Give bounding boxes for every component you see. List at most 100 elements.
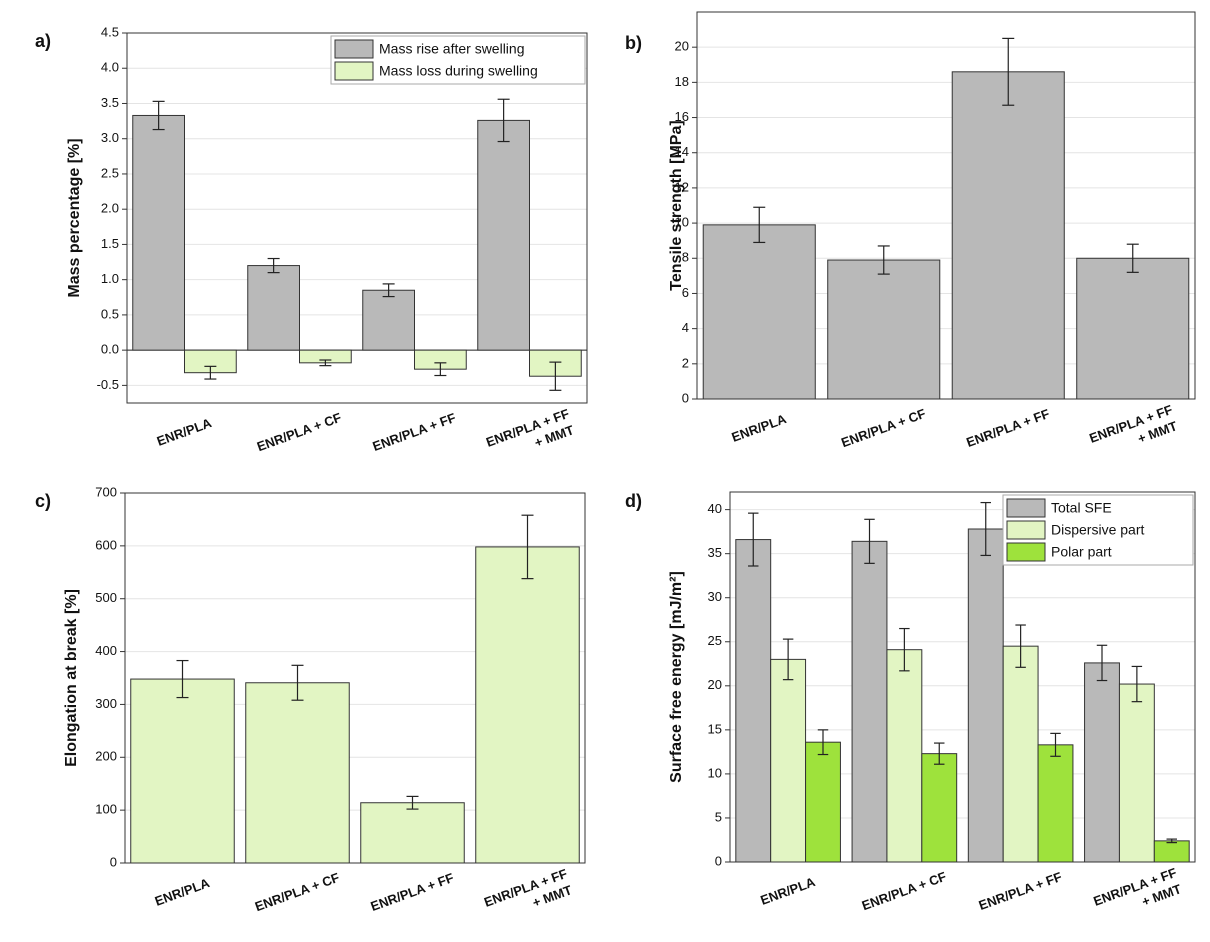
legend-label: Mass rise after swelling (379, 41, 525, 57)
error-bar (267, 257, 280, 274)
error-bar (877, 245, 890, 275)
y-axis-title: Mass percentage [%] (66, 138, 83, 297)
y-tick-label: 10 (708, 765, 722, 780)
y-tick-label: 2.0 (101, 201, 119, 216)
error-bar (1096, 644, 1108, 682)
y-tick-label: 40 (708, 501, 722, 516)
error-bar (406, 795, 419, 810)
legend-swatch (334, 61, 374, 81)
error-bar (753, 206, 766, 244)
bar (921, 753, 958, 863)
bar (477, 119, 530, 351)
plot-frame (696, 11, 1196, 400)
y-axis-title: Surface free energy [mJ/m²] (668, 571, 685, 783)
error-bar (1166, 838, 1177, 844)
y-tick-label: 0.0 (101, 342, 119, 357)
x-tick-label: ENR/PLA + FF+ MMT (1087, 402, 1180, 462)
legend-swatch (1006, 542, 1046, 562)
error-bar (782, 638, 794, 681)
plot-frame (124, 492, 586, 864)
y-tick-label: 12 (675, 179, 689, 194)
y-tick-label: 35 (708, 545, 722, 560)
y-tick-label: 0 (682, 390, 689, 405)
error-bar (152, 100, 165, 131)
x-tick-label: ENR/PLA (153, 875, 212, 909)
bar (475, 546, 580, 864)
error-bar (176, 659, 189, 699)
bar (247, 265, 300, 351)
y-tick-label: 20 (675, 39, 689, 54)
error-bar (291, 664, 304, 701)
y-tick-label: 1.0 (101, 271, 119, 286)
x-tick-label: ENR/PLA + CF (839, 406, 928, 450)
legend-swatch (1006, 498, 1046, 518)
y-tick-label: 0 (715, 853, 722, 868)
error-bar (817, 729, 829, 756)
x-tick-label: ENR/PLA + FF+ MMT (1092, 865, 1185, 925)
x-tick-label: ENR/PLA + FF (371, 410, 458, 454)
y-tick-label: 14 (675, 144, 689, 159)
y-tick-label: 30 (708, 589, 722, 604)
x-tick-label: ENR/PLA (730, 411, 789, 445)
plot-frame (126, 32, 588, 404)
y-tick-label: 25 (708, 633, 722, 648)
plot-frame (729, 491, 1196, 863)
y-tick-label: 6 (682, 285, 689, 300)
y-axis-title: Elongation at break [%] (63, 589, 80, 767)
bar (132, 114, 185, 351)
bar (1118, 683, 1155, 863)
panel-label: d) (625, 491, 642, 511)
legend-label: Total SFE (1051, 500, 1112, 516)
y-tick-label: 18 (675, 74, 689, 89)
bar (362, 289, 415, 351)
y-tick-label: 20 (708, 677, 722, 692)
y-tick-label: 1.5 (101, 236, 119, 251)
y-axis-title: Tensile strength [MPa] (668, 120, 685, 290)
x-tick-label: ENR/PLA + FF (977, 869, 1064, 913)
y-tick-label: 100 (95, 802, 117, 817)
y-tick-label: 2 (682, 355, 689, 370)
y-tick-label: 4 (682, 320, 689, 335)
error-bar (1050, 732, 1061, 757)
error-bar (864, 518, 875, 564)
y-tick-label: 0.5 (101, 306, 119, 321)
x-tick-label: ENR/PLA + FF (964, 406, 1051, 450)
y-tick-label: 200 (95, 749, 117, 764)
error-bar (980, 501, 991, 557)
bar (1076, 257, 1190, 400)
y-tick-label: 600 (95, 537, 117, 552)
y-tick-label: 4.5 (101, 24, 119, 39)
panel-label: c) (35, 491, 51, 511)
y-tick-label: 300 (95, 696, 117, 711)
bar (245, 682, 350, 864)
error-bar (934, 742, 945, 765)
error-bar (434, 362, 447, 377)
x-tick-label: ENR/PLA + FF+ MMT (484, 406, 577, 466)
y-tick-label: 400 (95, 643, 117, 658)
bar (967, 528, 1004, 863)
error-bar (497, 98, 510, 143)
bar (1153, 840, 1190, 863)
error-bar (748, 512, 759, 567)
bar (702, 224, 816, 400)
bar (851, 540, 888, 863)
x-tick-label: ENR/PLA + FF+ MMT (482, 866, 575, 926)
y-tick-label: 16 (675, 109, 689, 124)
legend-label: Polar part (1051, 544, 1112, 560)
error-bar (1002, 37, 1015, 106)
bar (1037, 744, 1074, 863)
y-tick-label: 2.5 (101, 165, 119, 180)
x-tick-label: ENR/PLA + CF (255, 410, 344, 454)
x-tick-label: ENR/PLA (155, 415, 214, 449)
y-tick-label: 4.0 (101, 60, 119, 75)
y-tick-label: 3.0 (101, 130, 119, 145)
y-tick-label: 700 (95, 484, 117, 499)
error-bar (1131, 665, 1143, 703)
error-bar (204, 365, 217, 380)
bar (735, 539, 772, 863)
bar (951, 71, 1065, 400)
bar (770, 658, 807, 863)
error-bar (382, 283, 395, 298)
panel-label: b) (625, 33, 642, 53)
